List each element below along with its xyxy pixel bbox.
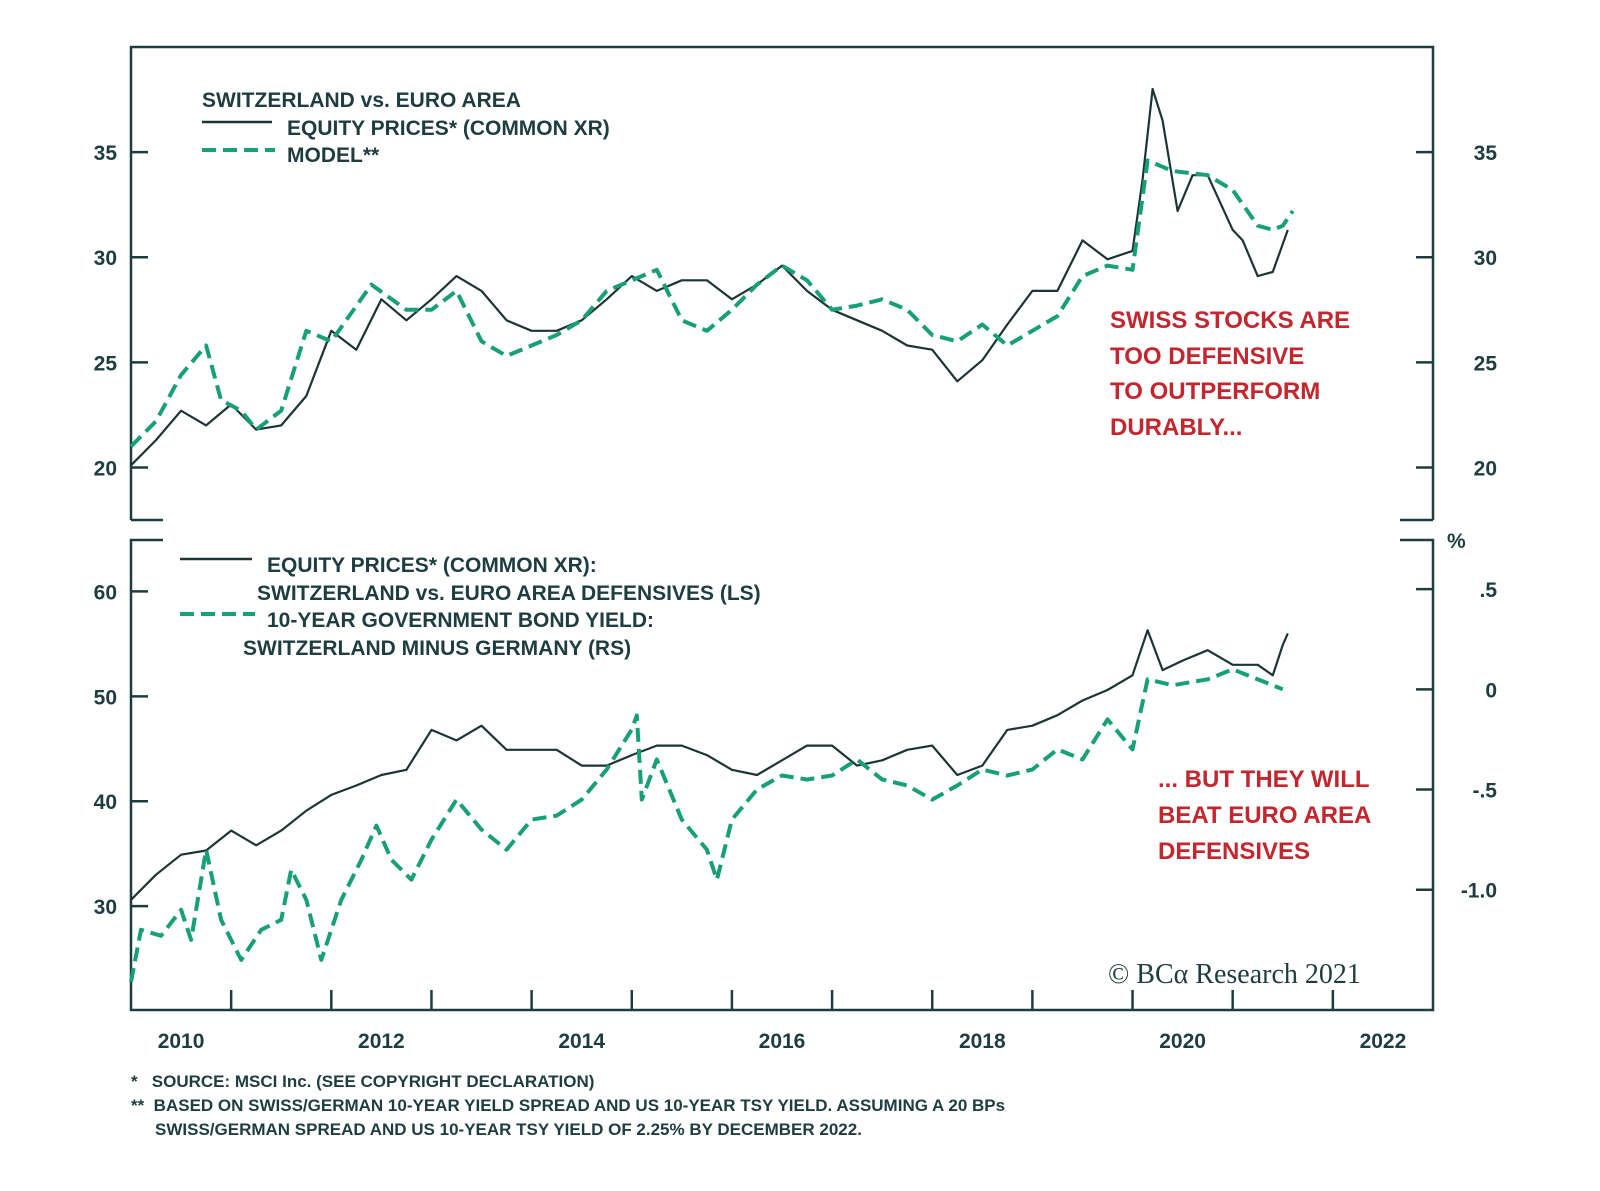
footnote-1: * SOURCE: MSCI Inc. (SEE COPYRIGHT DECLA… — [131, 1072, 594, 1091]
footnote-2: ** BASED ON SWISS/GERMAN 10-YEAR YIELD S… — [131, 1096, 1005, 1115]
x-axis-tick-label: 2018 — [959, 1030, 1006, 1053]
bottom-left-axis-tick-label: 30 — [94, 896, 117, 919]
x-axis-tick-label: 2020 — [1159, 1030, 1206, 1053]
annotation-bottom-1: ... BUT THEY WILL — [1158, 766, 1370, 793]
bottom-left-axis-tick-label: 50 — [94, 686, 117, 709]
x-axis-tick-label: 2016 — [759, 1030, 806, 1053]
bottom-right-axis-tick-label: .5 — [1479, 579, 1497, 602]
x-axis-tick-label: 2014 — [558, 1030, 605, 1053]
bottom-legend-yield-1: 10-YEAR GOVERNMENT BOND YIELD: — [267, 609, 654, 632]
top-legend-title: SWITZERLAND vs. EURO AREA — [202, 89, 521, 112]
top-right-axis-tick-label: 25 — [1474, 352, 1498, 375]
top-right-axis-tick-label: 30 — [1474, 247, 1497, 270]
annotation-top-2: TOO DEFENSIVE — [1110, 343, 1304, 370]
annotation-bottom-3: DEFENSIVES — [1158, 838, 1310, 865]
top-left-axis-tick-label: 20 — [94, 457, 117, 480]
bottom-legend-equity-2: SWITZERLAND vs. EURO AREA DEFENSIVES (LS… — [257, 582, 761, 605]
bottom-series-solid-line — [130, 629, 1289, 901]
x-axis-tick-label: 2022 — [1360, 1030, 1407, 1053]
x-axis-tick-label: 2012 — [358, 1030, 405, 1053]
x-axis-tick-label: 2010 — [158, 1030, 205, 1053]
annotation-top-1: SWISS STOCKS ARE — [1110, 307, 1350, 334]
bottom-right-axis-tick-label: 0 — [1485, 679, 1497, 702]
top-right-axis-tick-label: 20 — [1474, 457, 1497, 480]
footnote-3: SWISS/GERMAN SPREAD AND US 10-YEAR TSY Y… — [155, 1120, 862, 1139]
bottom-right-axis-tick-label: -1.0 — [1461, 880, 1497, 903]
bottom-right-axis-tick-label: -.5 — [1472, 780, 1497, 803]
top-left-axis-tick-label: 30 — [94, 247, 117, 270]
bottom-legend-yield-2: SWITZERLAND MINUS GERMANY (RS) — [243, 637, 631, 660]
annotation-top-3: TO OUTPERFORM — [1110, 378, 1320, 405]
bca-logo: © BCα Research 2021 — [1108, 959, 1361, 990]
series-group — [129, 87, 1295, 983]
annotation-bottom-2: BEAT EURO AREA — [1158, 802, 1371, 829]
bottom-left-axis-tick-label: 60 — [94, 581, 117, 604]
bottom-series-dashed-line — [129, 667, 1284, 983]
annotation-top-4: DURABLY... — [1110, 414, 1242, 441]
bottom-panel-frame — [129, 538, 1435, 1012]
top-panel-frame — [129, 45, 1435, 522]
bottom-legend-equity-1: EQUITY PRICES* (COMMON XR): — [267, 554, 597, 577]
top-left-axis-tick-label: 35 — [94, 142, 118, 165]
axis-ticks: 20 25 30 35 20 25 30 35 30 40 50 60 -1.0 -.5 0 .5 2010 20… — [94, 142, 1498, 1053]
top-legend-model: MODEL** — [287, 144, 380, 167]
top-left-axis-tick-label: 25 — [94, 352, 118, 375]
top-right-axis-tick-label: 35 — [1474, 142, 1498, 165]
right-axis-unit: % — [1447, 530, 1466, 553]
top-series-dashed-line — [129, 158, 1295, 448]
top-legend-equity: EQUITY PRICES* (COMMON XR) — [287, 117, 610, 140]
bottom-left-axis-tick-label: 40 — [94, 791, 117, 814]
